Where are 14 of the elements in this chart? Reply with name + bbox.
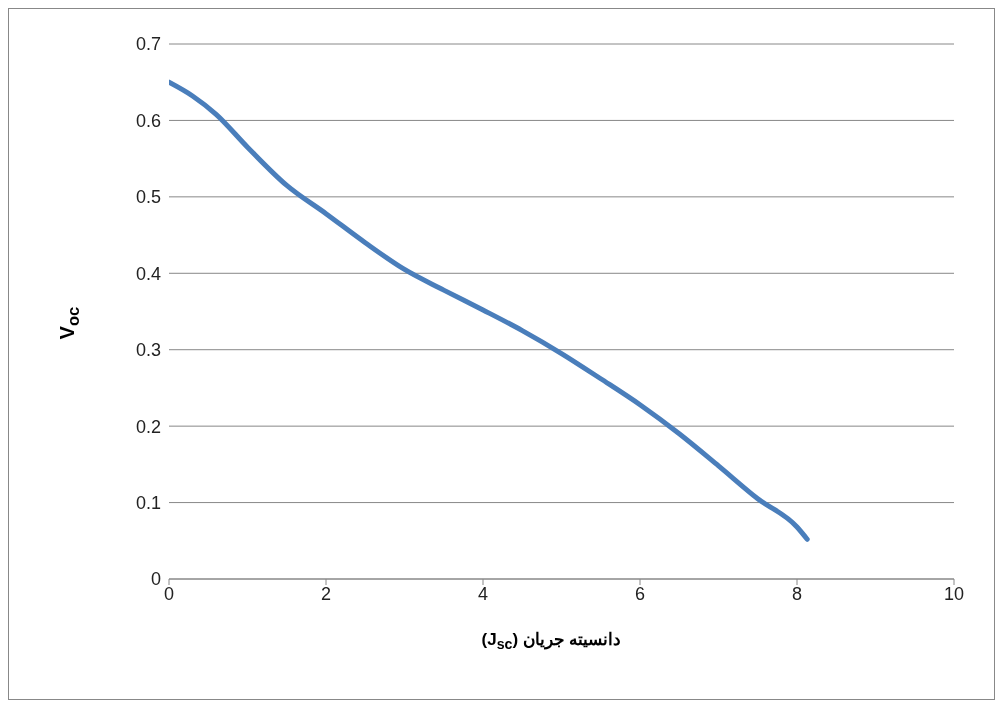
x-tick-label: 4 [477, 583, 489, 604]
y-tick-label: 0.2 [135, 416, 161, 437]
x-tick-label: 10 [943, 583, 965, 604]
y-tick-label: 0.1 [135, 492, 161, 513]
x-tick-label: 8 [791, 583, 803, 604]
y-tick-label: 0.4 [135, 263, 161, 284]
y-tick-label: 0.6 [135, 110, 161, 131]
x-tick-label: 2 [320, 583, 332, 604]
x-tick-label: 0 [163, 583, 175, 604]
y-tick-label: 0 [150, 569, 161, 590]
y-tick-label: 0.3 [135, 340, 161, 361]
y-tick-label: 0.5 [135, 187, 161, 208]
y-tick-label: 0.7 [135, 34, 161, 55]
x-tick-label: 6 [634, 583, 646, 604]
